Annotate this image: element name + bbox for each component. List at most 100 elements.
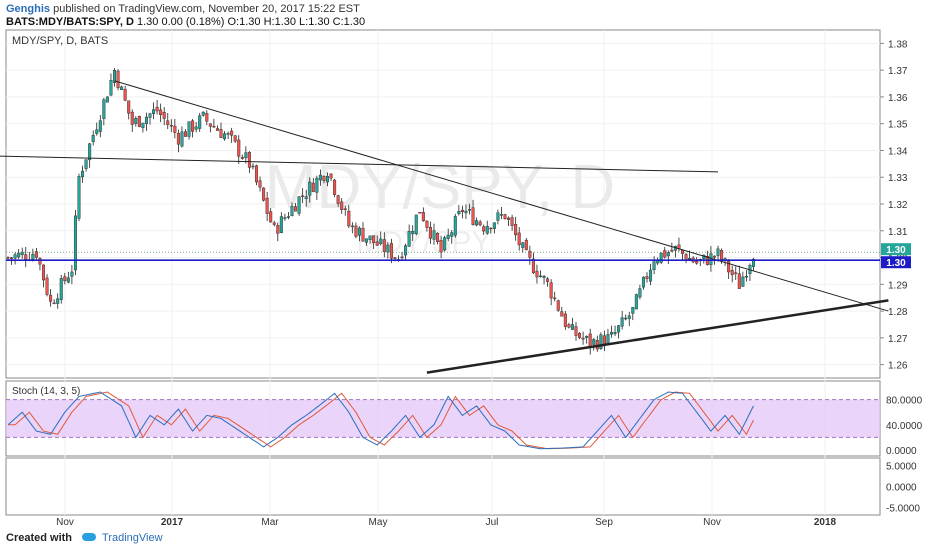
candle-body bbox=[489, 227, 493, 230]
created-text: Created with bbox=[6, 532, 73, 544]
candle-body bbox=[464, 210, 468, 214]
candle-body bbox=[365, 238, 369, 243]
price-label-bg bbox=[881, 256, 911, 269]
pane-title: MDY/SPY, D, BATS bbox=[12, 35, 108, 47]
candle-body bbox=[610, 331, 614, 335]
trendline[interactable] bbox=[114, 80, 889, 312]
candle-body bbox=[159, 109, 163, 116]
candle-body bbox=[627, 315, 631, 319]
candle-body bbox=[588, 333, 592, 348]
candle-body bbox=[173, 125, 177, 133]
candle-body bbox=[549, 282, 553, 299]
candle-body bbox=[34, 251, 38, 258]
candle-body bbox=[659, 252, 663, 263]
candle-body bbox=[31, 253, 35, 260]
candle-body bbox=[70, 271, 74, 277]
y-tick-label: 1.37 bbox=[888, 66, 908, 77]
candle-body bbox=[418, 212, 422, 214]
candle-body bbox=[45, 277, 49, 295]
x-tick-label: Mar bbox=[261, 517, 279, 528]
candle-body bbox=[329, 173, 333, 179]
candle-body bbox=[695, 260, 699, 264]
candle-body bbox=[496, 212, 500, 221]
candle-body bbox=[517, 232, 521, 246]
candle-body bbox=[294, 206, 298, 212]
y-tick-label: 1.31 bbox=[888, 227, 908, 238]
candle-body bbox=[262, 187, 266, 201]
trendline[interactable] bbox=[426, 299, 889, 374]
tradingview-cloud-icon bbox=[82, 533, 96, 541]
candle-body bbox=[134, 118, 138, 124]
published-line: Genghis published on TradingView.com, No… bbox=[6, 3, 360, 15]
candle-body bbox=[230, 130, 234, 136]
tradingview-link[interactable]: TradingView bbox=[102, 532, 163, 544]
candle-body bbox=[198, 115, 202, 129]
candle-body bbox=[322, 176, 326, 181]
candle-body bbox=[443, 237, 447, 251]
candle-body bbox=[73, 215, 77, 271]
candle-body bbox=[716, 248, 720, 256]
candle-body bbox=[485, 226, 489, 234]
candle-body bbox=[77, 176, 81, 219]
author-link[interactable]: Genghis bbox=[6, 3, 51, 15]
candle-body bbox=[411, 231, 415, 235]
candle-body bbox=[414, 214, 418, 235]
y-tick-label: 1.27 bbox=[888, 334, 908, 345]
candle-body bbox=[432, 230, 436, 240]
candle-body bbox=[144, 116, 148, 124]
candle-body bbox=[599, 334, 603, 349]
candle-body bbox=[634, 294, 638, 310]
stoch-band bbox=[6, 399, 880, 438]
candle-body bbox=[531, 258, 535, 274]
candle-body bbox=[475, 220, 479, 226]
candle-body bbox=[304, 196, 308, 199]
price-label: 1.30 bbox=[886, 258, 906, 269]
candle-body bbox=[333, 179, 337, 195]
candle-body bbox=[166, 120, 170, 125]
candle-body bbox=[95, 129, 99, 134]
candle-body bbox=[752, 258, 756, 267]
candle-body bbox=[542, 275, 546, 278]
candle-body bbox=[567, 324, 571, 328]
candle-body bbox=[194, 126, 198, 130]
x-tick-label: 2017 bbox=[161, 517, 184, 528]
candle-body bbox=[52, 302, 56, 305]
candle-body bbox=[563, 313, 567, 327]
trendline[interactable] bbox=[0, 155, 719, 173]
candle-body bbox=[535, 270, 539, 278]
candle-body bbox=[492, 222, 496, 229]
candle-body bbox=[460, 209, 464, 213]
candle-body bbox=[130, 111, 134, 125]
candle-body bbox=[744, 275, 748, 278]
y-tick-label: 1.34 bbox=[888, 146, 908, 157]
candle-body bbox=[436, 233, 440, 242]
candle-body bbox=[223, 133, 227, 140]
candle-body bbox=[112, 70, 116, 83]
candle-body bbox=[42, 264, 46, 281]
candle-body bbox=[20, 251, 24, 256]
candle-body bbox=[290, 206, 294, 216]
candle-body bbox=[59, 278, 63, 300]
osc-pane[interactable] bbox=[5, 457, 881, 516]
candle-body bbox=[63, 276, 67, 282]
x-tick-label: 2018 bbox=[814, 517, 837, 528]
candle-body bbox=[524, 239, 528, 251]
candle-body bbox=[709, 253, 713, 265]
candle-body bbox=[439, 240, 443, 253]
watermark-sub: MDY/SPY bbox=[356, 226, 491, 259]
candle-body bbox=[553, 297, 557, 300]
candle-body bbox=[400, 256, 404, 259]
candle-body bbox=[652, 261, 656, 270]
published-text: published on TradingView.com, November 2… bbox=[53, 3, 360, 15]
candle-body bbox=[24, 254, 28, 260]
candle-body bbox=[169, 125, 173, 127]
candle-body bbox=[404, 245, 408, 256]
y-tick-label: 1.29 bbox=[888, 280, 908, 291]
candle-body bbox=[240, 156, 244, 159]
y-tick-label: 1.38 bbox=[888, 39, 908, 50]
price-label-bg bbox=[881, 243, 911, 256]
osc-tick-label: 5.0000 bbox=[886, 462, 917, 473]
candle-body bbox=[528, 250, 532, 258]
candle-body bbox=[617, 325, 621, 333]
